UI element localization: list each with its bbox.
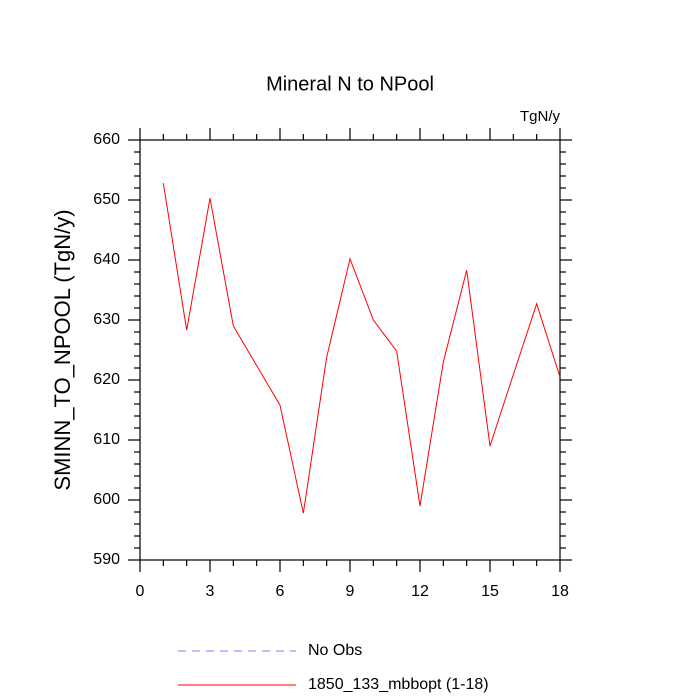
y-tick-label: 630: [93, 311, 120, 328]
y-tick-label: 620: [93, 371, 120, 388]
legend-label: No Obs: [308, 642, 362, 659]
plot-frame: [139, 139, 561, 561]
x-tick-label: 12: [411, 583, 429, 600]
y-tick-label: 590: [93, 551, 120, 568]
y-tick-label: 640: [93, 251, 120, 268]
y-tick-label: 650: [93, 191, 120, 208]
data-line: [162, 183, 561, 514]
x-tick-label: 15: [481, 583, 499, 600]
x-tick-label: 0: [136, 583, 145, 600]
y-tick-label: 600: [93, 491, 120, 508]
x-tick-label: 6: [276, 583, 285, 600]
units-label: TgN/y: [520, 108, 561, 125]
y-tick-label: 660: [93, 131, 120, 148]
x-tick-label: 3: [206, 583, 215, 600]
x-tick-label: 9: [346, 583, 355, 600]
legend-label: 1850_133_mbbopt (1-18): [308, 676, 489, 693]
y-tick-label: 610: [93, 431, 120, 448]
y-axis-label: SMINN_TO_NPOOL (TgN/y): [50, 209, 75, 490]
x-tick-label: 18: [551, 583, 569, 600]
chart-title: Mineral N to NPool: [266, 73, 434, 95]
